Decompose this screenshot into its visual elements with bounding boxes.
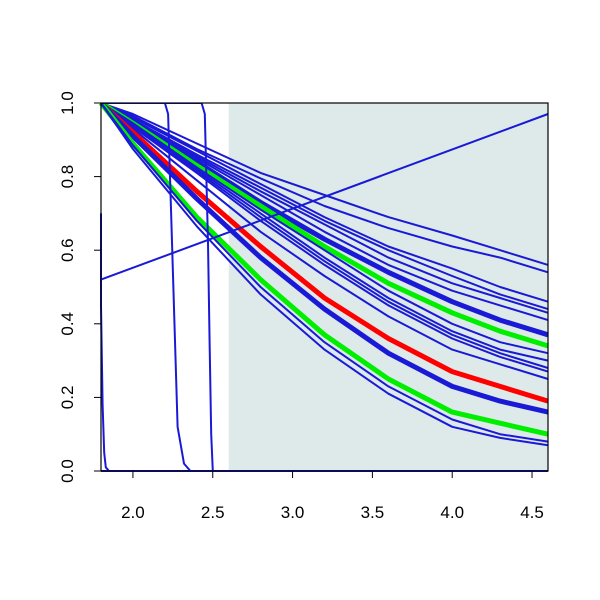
series-lines [99, 103, 549, 472]
series-line-14 [99, 103, 549, 404]
x-tick-label: 4.5 [520, 503, 544, 522]
series-line-13 [100, 103, 549, 380]
y-tick-label: 0.2 [58, 386, 77, 410]
series-line-22 [100, 213, 133, 472]
y-tick-label: 0.8 [58, 165, 77, 189]
y-tick-label: 0.6 [58, 238, 77, 262]
series-line-2 [100, 103, 549, 274]
series-line-20 [101, 103, 197, 472]
series-line-9 [100, 103, 549, 355]
y-tick-label: 0.4 [58, 312, 77, 336]
x-tick-label: 2.0 [121, 503, 145, 522]
y-axis: 0.0 0.2 0.4 0.6 0.8 1.0 [58, 91, 101, 483]
x-tick-label: 4.0 [440, 503, 464, 522]
series-line-19 [100, 113, 549, 281]
series-line-5 [100, 103, 549, 314]
series-line-16 [99, 103, 549, 437]
x-tick-label: 3.0 [281, 503, 305, 522]
series-line-12 [100, 103, 549, 373]
series-line-21 [101, 103, 229, 472]
x-axis: 2.0 2.5 3.0 3.5 4.0 4.5 [121, 471, 544, 522]
x-tick-label: 3.5 [361, 503, 385, 522]
x-tick-label: 2.5 [201, 503, 225, 522]
series-line-15 [99, 103, 549, 415]
shaded-region [228, 103, 548, 471]
plot-frame [100, 102, 549, 472]
series-line-1 [100, 103, 549, 266]
series-line-17 [100, 103, 549, 443]
series-line-3 [100, 103, 549, 303]
y-tick-label: 0.0 [58, 459, 77, 483]
series-line-18 [100, 103, 549, 447]
y-tick-label: 1.0 [58, 91, 77, 115]
series-line-11 [100, 103, 549, 369]
